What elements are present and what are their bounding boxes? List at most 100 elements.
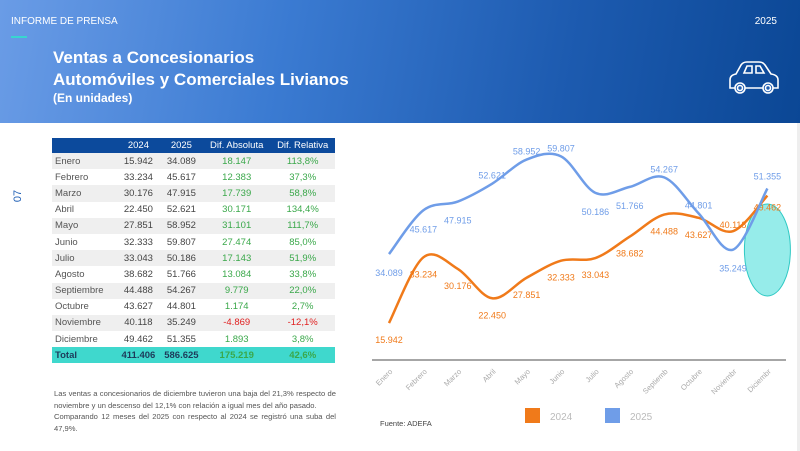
table-cell: 1.893	[224, 333, 249, 345]
data-label: 30.176	[444, 281, 472, 291]
table-cell: Diciembre	[55, 333, 98, 345]
page-subtitle: (En unidades)	[53, 91, 133, 105]
data-label: 59.807	[547, 143, 575, 153]
table-cell: 17.739	[203, 185, 271, 202]
table-cell: 27.474	[222, 236, 252, 248]
table-cell: 22.450	[123, 204, 153, 216]
table-row: Julio 33.043 50.186 17.143 51,9%	[52, 250, 335, 267]
page-edge	[797, 123, 800, 451]
x-tick-label: Febrero	[404, 367, 429, 392]
table-body: Enero 15.942 34.089 18.147 113,8% Febrero 33.2…	[52, 153, 335, 364]
table-row: Octubre 43.627 44.801 1.174 2,7%	[52, 299, 335, 315]
table-cell: 85,0%	[289, 236, 317, 248]
table-row: Diciembre 49.462 51.355 1.893 3,8%	[52, 331, 335, 347]
table-cell: Mayo	[52, 217, 118, 234]
data-label: 43.627	[685, 230, 713, 240]
x-tick-label: Agosto	[612, 367, 635, 390]
table-row: Febrero 33.234 45.617 12.383 37,3%	[52, 169, 335, 185]
series-line-2025	[388, 152, 769, 255]
table-cell: 586.625	[159, 347, 204, 364]
table-row: Junio 32.333 59.807 27.474 85,0%	[52, 234, 335, 250]
table-cell: 49.462	[123, 333, 153, 345]
data-label: 49.462	[754, 203, 782, 213]
x-tick-label: Marzo	[442, 367, 463, 388]
sales-line-chart: 15.942 33.234 30.176 22.450 27.851 32.333 33.0…	[372, 143, 791, 423]
legend-swatch	[605, 408, 620, 423]
table-cell: 47.915	[159, 185, 204, 202]
data-label: 54.267	[650, 164, 678, 174]
legend-swatch	[525, 408, 540, 423]
x-tick-label: Octubre	[679, 367, 704, 392]
table-cell: 33.043	[117, 250, 160, 267]
data-label: 45.617	[410, 224, 438, 234]
legend-label: 2025	[630, 412, 653, 423]
table-cell: 58.952	[159, 217, 204, 234]
data-label: 58.952	[513, 147, 541, 157]
table-cell: Enero	[52, 153, 118, 170]
table-cell: 44.801	[166, 301, 196, 313]
table-cell: Septiembre	[52, 282, 118, 299]
column-header: 2024	[117, 138, 160, 153]
highlight-ellipse	[743, 203, 791, 297]
table-cell: Abril	[55, 204, 75, 216]
table-cell: 52.621	[166, 204, 196, 216]
table-cell: 50.186	[159, 250, 204, 267]
table-cell: 30.171	[222, 204, 252, 216]
table-cell: 30.176	[117, 185, 160, 202]
sales-table: 2024 2025 Dif. Absoluta Dif. Relativa Enero…	[52, 138, 335, 364]
data-label: 32.333	[547, 273, 575, 283]
table-cell: -12,1%	[270, 314, 335, 332]
legend-label: 2024	[550, 412, 573, 423]
table-cell: -4.869	[203, 314, 271, 332]
column-header: Dif. Relativa	[270, 138, 335, 153]
data-label: 52.621	[478, 171, 506, 181]
data-label: 40.118	[720, 220, 747, 230]
column-header	[52, 138, 118, 153]
table-cell: 31.101	[203, 217, 271, 234]
table-cell: 27.851	[117, 217, 160, 234]
data-label: 35.249	[719, 264, 747, 274]
table-cell: 3,8%	[291, 333, 314, 345]
data-label: 51.766	[616, 201, 644, 211]
x-tick-label: Abril	[481, 367, 498, 384]
data-label: 38.682	[616, 249, 644, 259]
summary-line-1: Las ventas a concesionarios de diciembre…	[54, 389, 336, 410]
table-row: Abril 22.450 52.621 30.171 134,4%	[52, 202, 335, 218]
table-cell: 15.942	[117, 153, 160, 170]
table-cell: 411.406	[117, 347, 160, 364]
table-header-row: 2024 2025 Dif. Absoluta Dif. Relativa	[52, 138, 335, 153]
table-cell: 54.267	[159, 282, 204, 299]
table-cell: Total	[52, 347, 118, 364]
table-cell: 175.219	[203, 347, 271, 364]
data-label: 27.851	[513, 290, 541, 300]
table-cell: Agosto	[55, 268, 85, 280]
accent-line	[11, 36, 27, 38]
table-cell: 51.766	[166, 268, 196, 280]
table-row: Noviembre 40.118 35.249 -4.869 -12,1%	[52, 314, 335, 332]
table-cell: 59.807	[166, 236, 196, 248]
data-label: 33.234	[410, 269, 438, 279]
x-tick-label: Diciembr	[746, 367, 774, 395]
table-cell: 34.089	[159, 153, 204, 170]
x-tick-label: Mayo	[513, 367, 532, 386]
table-cell: Julio	[52, 250, 118, 267]
table-row: Agosto 38.682 51.766 13.084 33,8%	[52, 266, 335, 282]
table-cell: 44.488	[117, 282, 160, 299]
table-cell: 38.682	[123, 268, 153, 280]
table-cell: Junio	[55, 236, 78, 248]
column-header: Dif. Absoluta	[203, 138, 271, 153]
data-label: 47.915	[444, 216, 472, 226]
table-cell: 40.118	[117, 314, 160, 332]
table-cell: 32.333	[123, 236, 153, 248]
table-row: Septiembre 44.488 54.267 9.779 22,0%	[52, 282, 335, 299]
summary-note: Las ventas a concesionarios de diciembre…	[54, 388, 336, 434]
table-cell: 58,8%	[270, 185, 335, 202]
table-cell: 111,7%	[270, 217, 335, 234]
table-cell: 12.383	[222, 171, 252, 183]
column-header: 2025	[159, 138, 204, 153]
x-tick-label: Noviembr	[709, 367, 738, 396]
data-label: 51.355	[754, 171, 782, 181]
data-label: 22.450	[478, 310, 506, 320]
car-icon	[729, 61, 779, 94]
table-cell: 13.084	[222, 268, 252, 280]
